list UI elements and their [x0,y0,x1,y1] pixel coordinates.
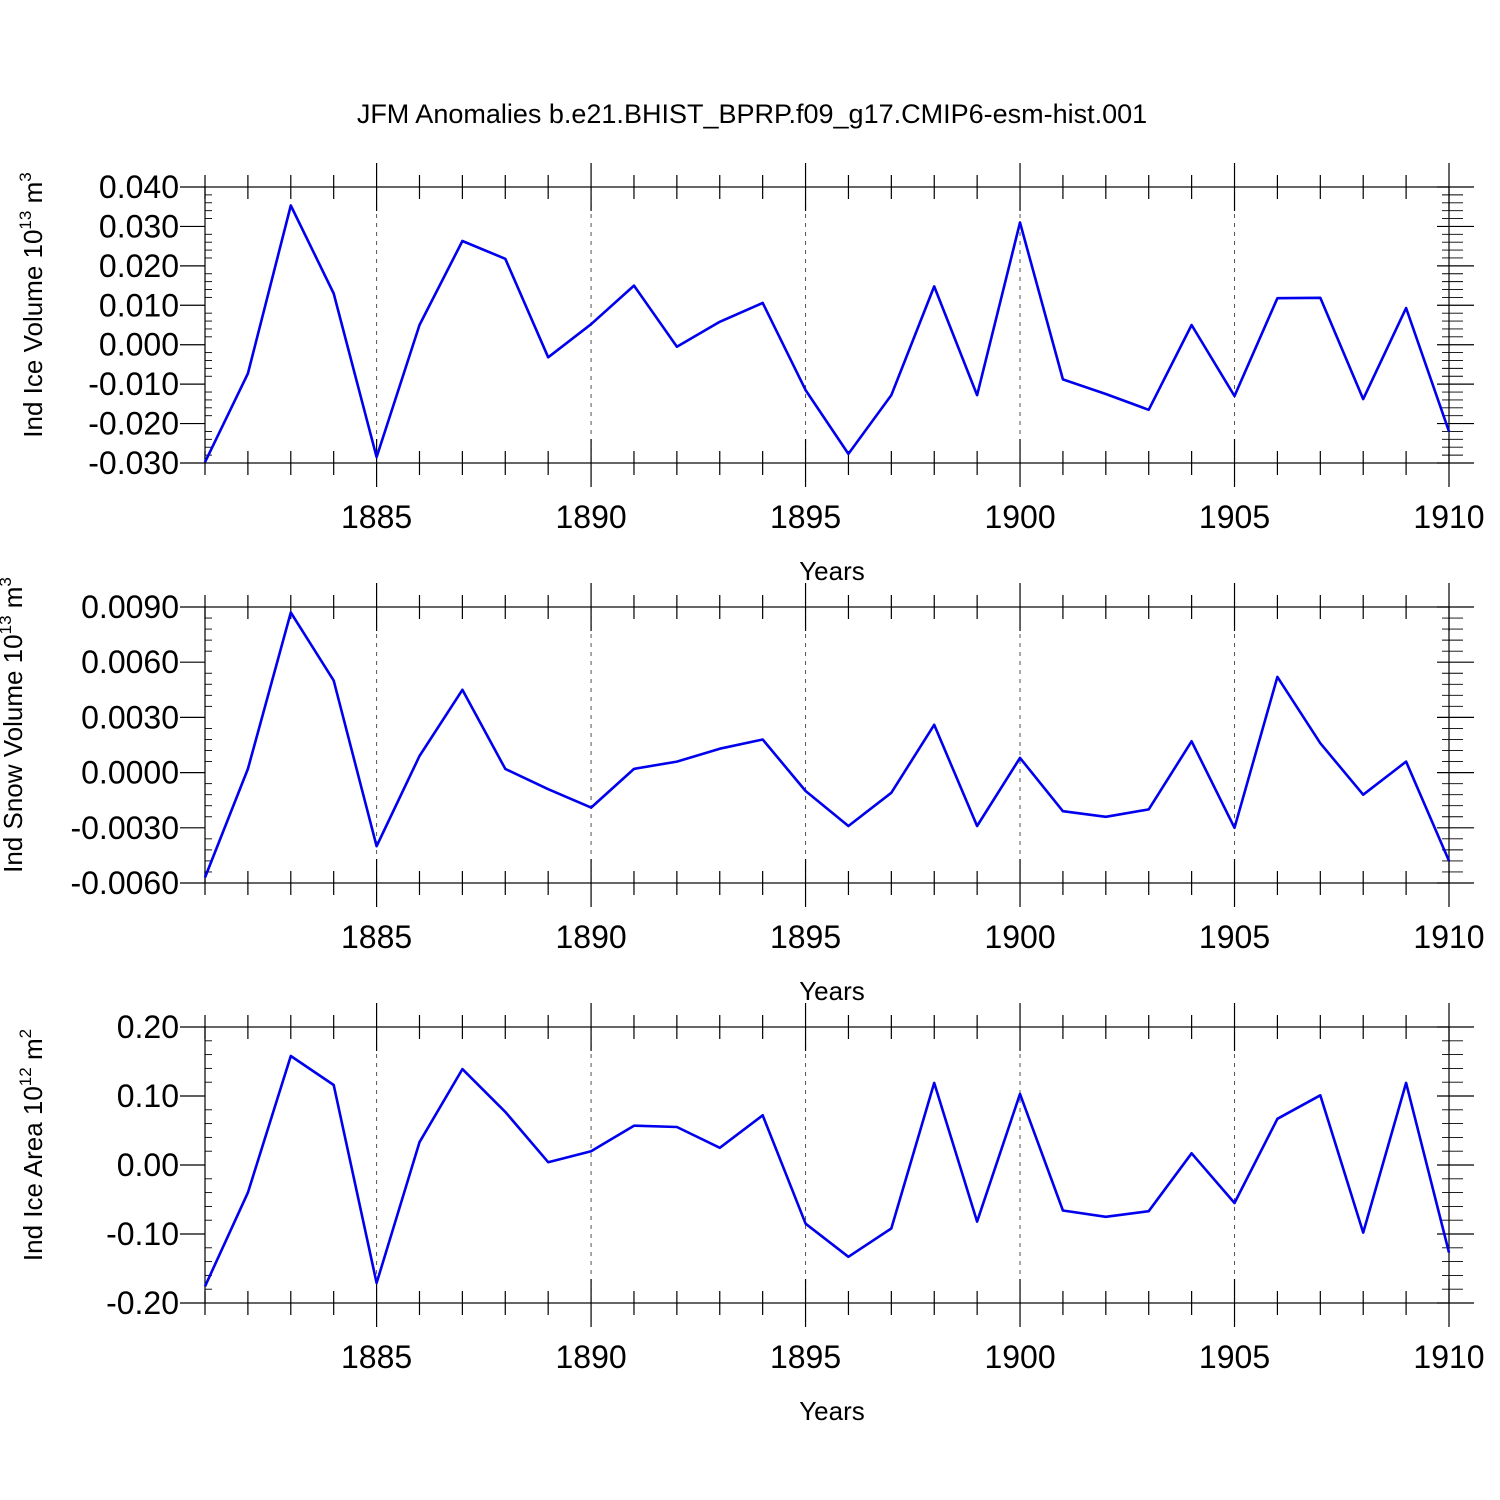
y-tick-label: -0.20 [106,1285,179,1321]
chart-panels: -0.030-0.020-0.0100.0000.0100.0200.0300.… [0,163,1485,1426]
x-tick-label: 1900 [984,1339,1055,1375]
x-tick-label: 1900 [984,919,1055,955]
y-axis-label: Ind Ice Area 1012 m2 [16,1029,48,1261]
x-axis-label: Years [799,1396,865,1426]
y-tick-label: 0.0030 [81,699,179,735]
plot-frame [204,606,1450,884]
x-tick-label: 1895 [770,919,841,955]
y-tick-label: 0.020 [99,248,179,284]
x-tick-label: 1905 [1199,919,1270,955]
x-tick-label: 1905 [1199,1339,1270,1375]
y-tick-label: 0.10 [117,1078,179,1114]
y-tick-label: 0.010 [99,287,179,323]
y-tick-label: 0.0000 [81,755,179,791]
plot-frame [204,1026,1450,1304]
data-series-line [203,611,1451,878]
y-tick-label: -0.0030 [70,810,179,846]
plot-frame [204,186,1450,464]
x-tick-label: 1890 [555,919,626,955]
x-tick-label: 1900 [984,499,1055,535]
y-tick-label: -0.010 [88,366,179,402]
y-tick-label: -0.030 [88,445,179,481]
x-tick-label: 1885 [341,499,412,535]
y-tick-label: 0.00 [117,1147,179,1183]
x-tick-label: 1910 [1413,919,1484,955]
chart-title: JFM Anomalies b.e21.BHIST_BPRP.f09_g17.C… [357,99,1147,129]
x-tick-label: 1905 [1199,499,1270,535]
panel-3: -0.20 -0.10 0.00 0.10 0.20 1885 1890 1895 1900 19… [16,1003,1485,1426]
x-tick-label: 1910 [1413,499,1484,535]
y-axis-label: Ind Snow Volume 1013 m3 [0,577,28,873]
x-tick-label: 1910 [1413,1339,1484,1375]
x-axis-label: Years [799,976,865,1006]
y-tick-label: 0.20 [117,1009,179,1045]
y-tick-label: 0.000 [99,327,179,363]
y-tick-label: 0.0060 [81,644,179,680]
x-tick-label: 1890 [555,1339,626,1375]
y-tick-label: 0.030 [99,208,179,244]
y-tick-label: -0.0060 [70,865,179,901]
x-tick-label: 1890 [555,499,626,535]
y-tick-label: -0.10 [106,1216,179,1252]
y-axis-label: Ind Ice Volume 1013 m3 [16,172,48,437]
x-tick-label: 1885 [341,1339,412,1375]
data-series-line [203,1054,1451,1287]
y-tick-label: -0.020 [88,406,179,442]
x-tick-label: 1885 [341,919,412,955]
panel-2: -0.0060 -0.0030 0.0000 0.0030 0.0060 0.0090 18… [0,577,1485,1006]
x-axis-label: Years [799,556,865,586]
y-tick-label: 0.040 [99,169,179,205]
data-series-line [203,204,1451,463]
x-tick-label: 1895 [770,1339,841,1375]
x-tick-label: 1895 [770,499,841,535]
y-tick-label: 0.0090 [81,589,179,625]
